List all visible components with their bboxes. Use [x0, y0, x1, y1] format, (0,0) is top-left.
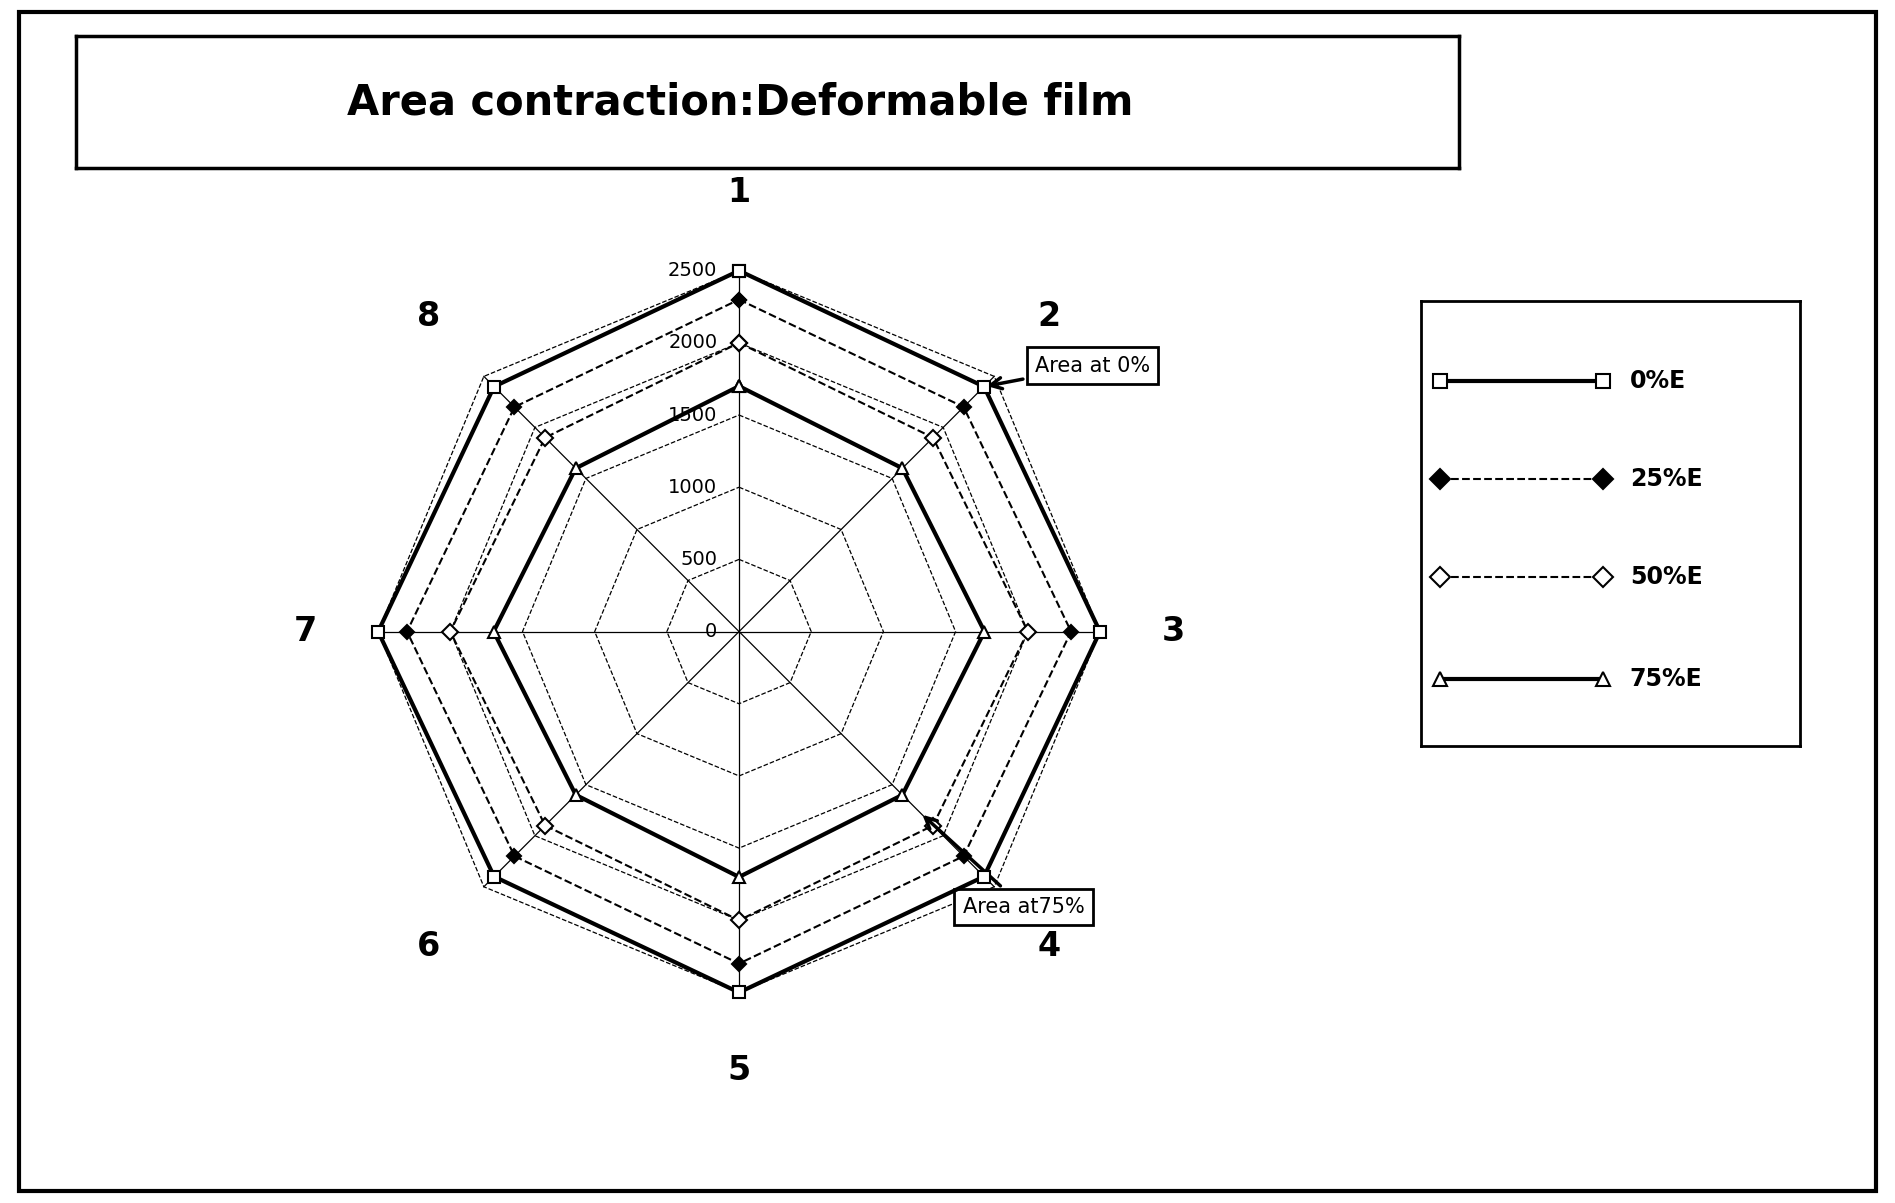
Text: 25%E: 25%E: [1630, 467, 1702, 491]
Text: 50%E: 50%E: [1630, 564, 1702, 588]
Text: Area at75%: Area at75%: [925, 817, 1084, 917]
Text: Area contraction:Deformable film: Area contraction:Deformable film: [347, 82, 1133, 123]
Text: 2: 2: [1038, 300, 1061, 333]
Text: 2000: 2000: [669, 333, 718, 352]
Text: 2500: 2500: [669, 261, 718, 280]
Text: 3: 3: [1162, 615, 1184, 648]
Text: 4: 4: [1038, 930, 1061, 964]
Text: 500: 500: [680, 550, 718, 569]
Text: 1500: 1500: [669, 405, 718, 425]
Text: 6: 6: [417, 930, 440, 964]
Text: 5: 5: [728, 1054, 750, 1086]
Text: 0: 0: [705, 622, 718, 641]
Text: 8: 8: [417, 300, 440, 333]
Text: 1: 1: [728, 177, 750, 209]
Text: 7: 7: [294, 615, 316, 648]
Text: 75%E: 75%E: [1630, 668, 1702, 691]
Text: Area at 0%: Area at 0%: [991, 356, 1150, 389]
Text: 0%E: 0%E: [1630, 369, 1687, 393]
Text: 1000: 1000: [669, 478, 718, 497]
